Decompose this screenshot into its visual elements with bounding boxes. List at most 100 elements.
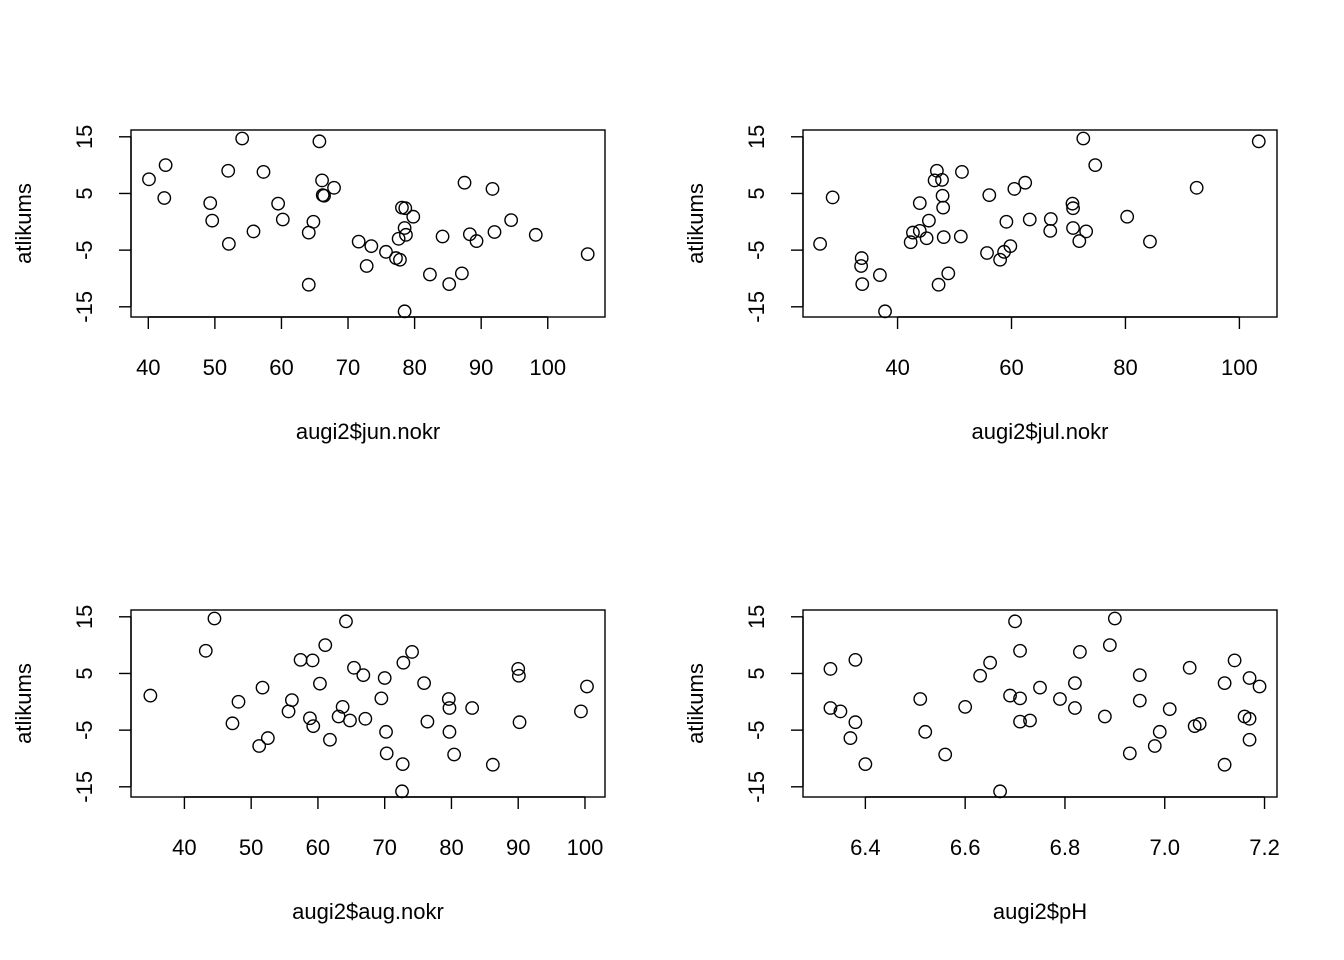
- data-point: [873, 268, 887, 282]
- data-point: [999, 214, 1014, 229]
- data-point: [397, 304, 412, 319]
- data-point: [825, 190, 840, 205]
- data-point: [406, 209, 421, 224]
- scatter-panel-aug-nokr: 40 50 60 70 80 90 100 -15 -5 5 15 augi2$aug.nokr atl…: [11, 605, 606, 924]
- x-tick-label: 60: [269, 355, 293, 380]
- x-tick-label: 100: [529, 355, 566, 380]
- data-point: [391, 231, 406, 246]
- data-point: [235, 131, 250, 146]
- y-tick-label: -15: [744, 771, 769, 803]
- data-point: [1242, 732, 1257, 747]
- data-point: [833, 704, 848, 719]
- x-tick-label: 70: [336, 355, 360, 380]
- data-point: [395, 757, 410, 772]
- data-point: [423, 267, 437, 282]
- data-point: [469, 234, 484, 248]
- data-point: [231, 694, 246, 709]
- data-point: [919, 231, 934, 246]
- data-point: [1088, 158, 1103, 173]
- plot-frame: [802, 129, 1278, 318]
- data-point: [1079, 224, 1094, 239]
- data-point: [255, 680, 270, 695]
- data-point: [1217, 757, 1232, 772]
- data-point: [1097, 709, 1112, 724]
- data-point: [1008, 614, 1022, 629]
- data-point: [1072, 234, 1087, 248]
- data-point: [457, 175, 472, 190]
- data-point: [221, 163, 236, 178]
- data-point: [843, 731, 858, 745]
- data-point: [858, 757, 873, 772]
- data-point: [205, 213, 220, 228]
- data-point: [364, 239, 379, 254]
- data-point: [903, 235, 918, 250]
- y-tick-label: -5: [744, 720, 769, 740]
- y-tick-label: 5: [72, 187, 97, 199]
- data-point: [511, 662, 526, 676]
- data-point: [1152, 724, 1167, 739]
- x-tick-label: 90: [506, 835, 530, 860]
- x-tick-label: 40: [172, 835, 196, 860]
- data-point: [142, 172, 156, 187]
- data-point: [848, 652, 863, 667]
- y-tick-label: 5: [744, 187, 769, 199]
- data-point: [1066, 221, 1080, 235]
- data-point: [447, 747, 462, 762]
- data-point: [374, 691, 389, 706]
- data-point: [878, 304, 892, 319]
- data-point: [1003, 688, 1017, 703]
- data-point: [1022, 212, 1037, 227]
- data-point: [813, 236, 827, 251]
- data-point: [1076, 131, 1091, 146]
- data-point: [284, 693, 299, 707]
- data-point: [922, 213, 936, 228]
- data-point: [1043, 223, 1058, 238]
- data-point: [1013, 691, 1027, 706]
- data-point: [1102, 638, 1117, 653]
- data-point: [1227, 653, 1242, 668]
- data-point: [327, 180, 341, 195]
- x-axis-label: augi2$jul.nokr: [972, 419, 1109, 444]
- x-tick-label: 6.6: [950, 835, 981, 860]
- scatter-panel-jun-nokr: 40 50 60 70 80 90 100 -15 -5 5 15 augi2$jun.nokr atl…: [11, 125, 606, 444]
- data-point: [983, 655, 998, 670]
- x-tick-label: 6.8: [1050, 835, 1081, 860]
- data-point: [1033, 680, 1047, 695]
- data-point: [993, 252, 1008, 267]
- data-point: [1107, 611, 1122, 626]
- x-tick-label: 50: [203, 355, 227, 380]
- data-point: [1120, 209, 1135, 224]
- y-tick-label: 15: [744, 125, 769, 149]
- data-point: [485, 182, 500, 196]
- data-point: [1068, 676, 1082, 690]
- data-point: [313, 676, 327, 691]
- data-point: [1043, 212, 1058, 226]
- scatter-panel-jul-nokr: 40 60 80 100 -15 -5 5 15 augi2$jul.nokr atlikums: [683, 125, 1278, 444]
- y-axis-label: atlikums: [11, 183, 36, 264]
- data-point: [574, 704, 588, 719]
- data-point: [339, 614, 353, 629]
- data-point: [198, 643, 213, 658]
- y-tick-label: -5: [744, 240, 769, 260]
- data-point: [1013, 714, 1027, 729]
- x-tick-label: 80: [402, 355, 426, 380]
- data-point: [306, 719, 321, 734]
- y-tick-label: -15: [72, 291, 97, 323]
- data-point: [351, 234, 366, 249]
- data-point: [1182, 660, 1197, 675]
- data-point: [1147, 739, 1162, 753]
- data-point: [305, 653, 320, 668]
- data-point: [935, 188, 950, 203]
- data-point: [1132, 668, 1147, 683]
- x-tick-label: 7.2: [1249, 835, 1280, 860]
- data-point: [487, 225, 502, 239]
- data-point: [1242, 671, 1257, 685]
- data-point: [918, 724, 933, 739]
- data-point: [1023, 713, 1037, 728]
- data-point: [931, 277, 946, 292]
- data-point: [397, 221, 412, 235]
- data-point: [1007, 182, 1022, 196]
- data-point: [485, 757, 500, 772]
- data-point: [143, 688, 158, 703]
- data-point: [823, 701, 838, 715]
